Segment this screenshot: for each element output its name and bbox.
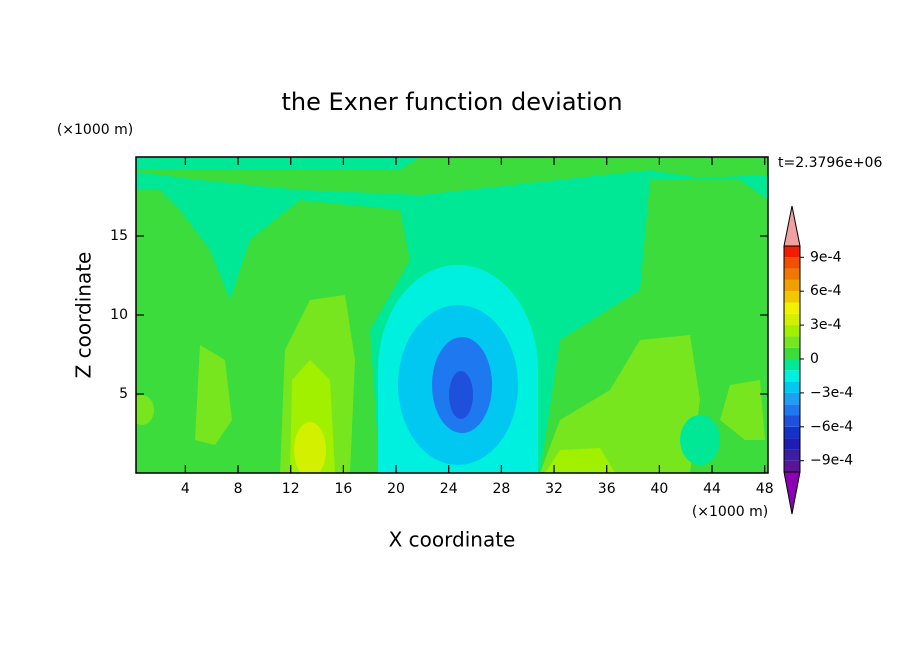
x-tick-label: 44 [703, 481, 721, 497]
colorbar-tick-label: 3e-4 [810, 317, 842, 333]
chart-title: the Exner function deviation [281, 88, 622, 116]
contour-region [449, 371, 473, 419]
contour-field [136, 157, 768, 473]
x-unit: (×1000 m) [692, 504, 768, 520]
x-tick-label: 32 [545, 481, 563, 497]
colorbar-tick-label: 6e-4 [810, 283, 842, 299]
colorbar-band [784, 302, 800, 314]
colorbar-band [784, 279, 800, 292]
colorbar-band [784, 325, 800, 337]
contour-region [136, 157, 420, 170]
x-tick-label: 12 [282, 481, 300, 497]
colorbar-band [784, 359, 800, 371]
colorbar-over [783, 205, 801, 247]
contour-region [720, 380, 765, 440]
colorbar-band [784, 347, 800, 359]
x-axis-title: X coordinate [389, 528, 516, 552]
colorbar-band [784, 313, 800, 326]
colorbar-tick-label: −9e-4 [810, 453, 853, 469]
colorbar-band [784, 336, 800, 348]
y-unit: (×1000 m) [57, 122, 133, 138]
x-tick-label: 20 [387, 481, 405, 497]
x-tick-label: 28 [492, 481, 510, 497]
colorbar-band [784, 438, 800, 450]
x-tick-label: 4 [181, 481, 190, 497]
colorbar-band [784, 426, 800, 439]
x-tick-label: 40 [650, 481, 668, 497]
colorbar-band [784, 449, 800, 461]
colorbar-tick-label: −3e-4 [810, 385, 853, 401]
colorbar: 9e-4 6e-4 3e-4 0 −3e-4 −6e-4 −9e-4 [783, 205, 853, 515]
contour-region [195, 345, 232, 445]
annotation: t=2.3796e+06 [778, 155, 882, 171]
colorbar-band [784, 381, 800, 393]
contour-region [545, 448, 615, 473]
colorbar-band [784, 460, 800, 472]
colorbar-under [783, 471, 801, 515]
colorbar-tick-label: 0 [810, 351, 819, 367]
colorbar-tick-label: 9e-4 [810, 249, 842, 265]
colorbar-band [784, 268, 800, 280]
colorbar-band [784, 370, 800, 382]
x-tick-label: 36 [598, 481, 616, 497]
colorbar-band [784, 392, 800, 405]
x-tick-label: 8 [234, 481, 243, 497]
x-tick-label: 16 [334, 481, 352, 497]
contour-region [680, 415, 720, 465]
x-tick-label: 24 [440, 481, 458, 497]
colorbar-band [784, 404, 800, 416]
colorbar-band [784, 291, 800, 303]
y-tick-label: 15 [110, 228, 128, 244]
colorbar-band [784, 415, 800, 427]
colorbar-tick-label: −6e-4 [810, 419, 853, 435]
y-axis-title: Z coordinate [72, 252, 96, 379]
y-tick-label: 10 [110, 307, 128, 323]
colorbar-band [784, 246, 800, 258]
contour-region [136, 395, 154, 425]
contour-region [540, 335, 700, 473]
x-tick-label: 48 [756, 481, 774, 497]
y-tick-label: 5 [119, 386, 128, 402]
colorbar-band [784, 257, 800, 269]
contour-region [294, 422, 326, 473]
